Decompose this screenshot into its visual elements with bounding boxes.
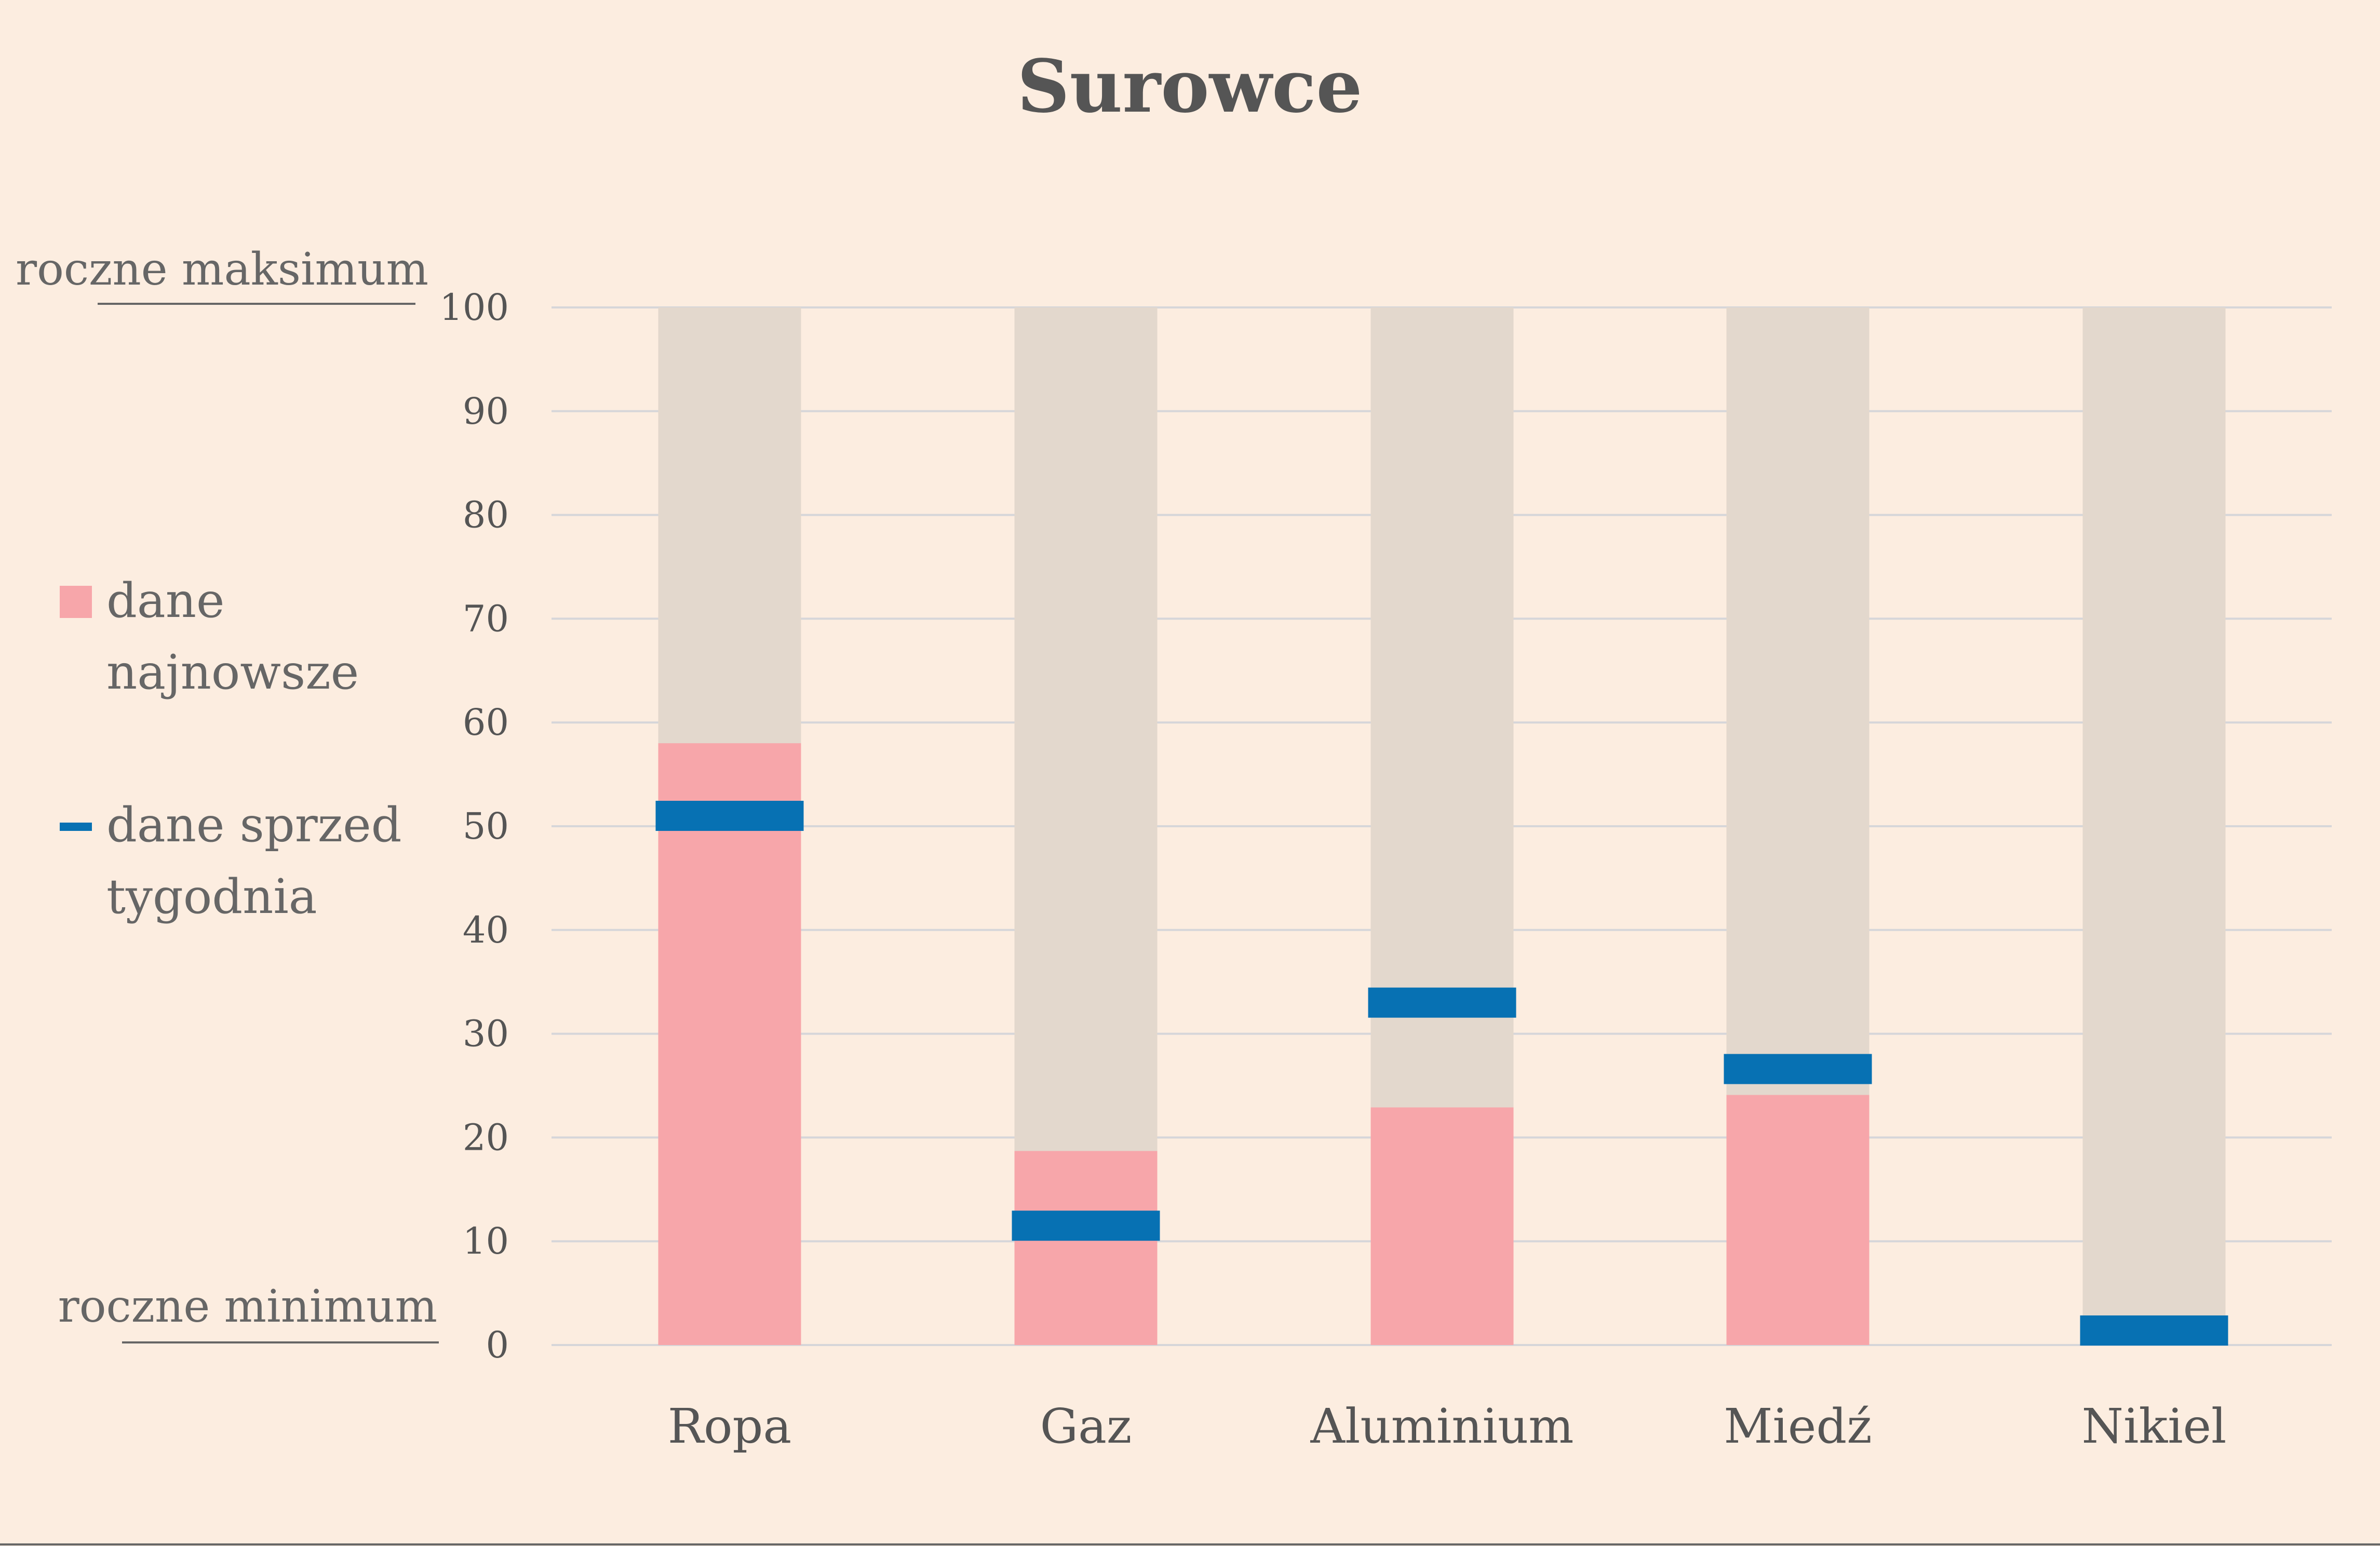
category-labels: Ropa Gaz Aluminium Miedź Nikiel xyxy=(668,1399,2227,1454)
chart-title: Surowce xyxy=(1017,44,1363,129)
latest-bar xyxy=(1370,1107,1514,1345)
y-tick-labels: 0 10 20 30 40 50 60 70 80 90 100 xyxy=(439,286,509,1366)
legend-label-previous-line1: dane sprzed xyxy=(106,797,402,853)
legend-label-latest-line2: najnowsze xyxy=(106,644,359,700)
y-tick-label: 10 xyxy=(463,1220,509,1262)
previous-marker xyxy=(1012,1211,1160,1241)
category-label: Ropa xyxy=(668,1399,791,1454)
y-tick-label: 60 xyxy=(463,701,509,744)
legend-label-latest-line1: dane xyxy=(106,573,224,628)
y-tick-label: 40 xyxy=(463,909,509,951)
category-label: Gaz xyxy=(1040,1399,1132,1454)
legend-label-previous-line2: tygodnia xyxy=(106,869,317,924)
category-label: Nikiel xyxy=(2082,1399,2227,1454)
category-label: Miedź xyxy=(1724,1399,1872,1454)
previous-marker xyxy=(2080,1315,2228,1346)
legend-swatch-latest xyxy=(60,586,92,618)
annual-max-label: roczne maksimum xyxy=(16,244,428,295)
y-tick-label: 70 xyxy=(463,597,509,640)
y-tick-label: 0 xyxy=(486,1324,509,1366)
legend-swatch-previous xyxy=(60,823,92,831)
y-tick-label: 20 xyxy=(463,1116,509,1159)
previous-marker xyxy=(1368,987,1516,1018)
legend: dane najnowsze dane sprzed tygodnia xyxy=(60,573,402,924)
annual-min-label: roczne minimum xyxy=(58,1281,437,1333)
previous-marker xyxy=(655,801,804,831)
previous-markers xyxy=(655,801,2228,1346)
previous-marker xyxy=(1724,1054,1872,1084)
y-tick-label: 90 xyxy=(463,390,509,433)
latest-bars xyxy=(658,743,1870,1345)
range-bar xyxy=(2082,307,2226,1345)
y-tick-label: 50 xyxy=(463,805,509,848)
y-tick-label: 30 xyxy=(463,1013,509,1055)
y-tick-label: 80 xyxy=(463,494,509,536)
latest-bar xyxy=(658,743,801,1345)
y-tick-label: 100 xyxy=(439,286,509,329)
latest-bar xyxy=(1014,1151,1158,1345)
category-label: Aluminium xyxy=(1310,1399,1574,1454)
latest-bar xyxy=(1726,1095,1870,1345)
